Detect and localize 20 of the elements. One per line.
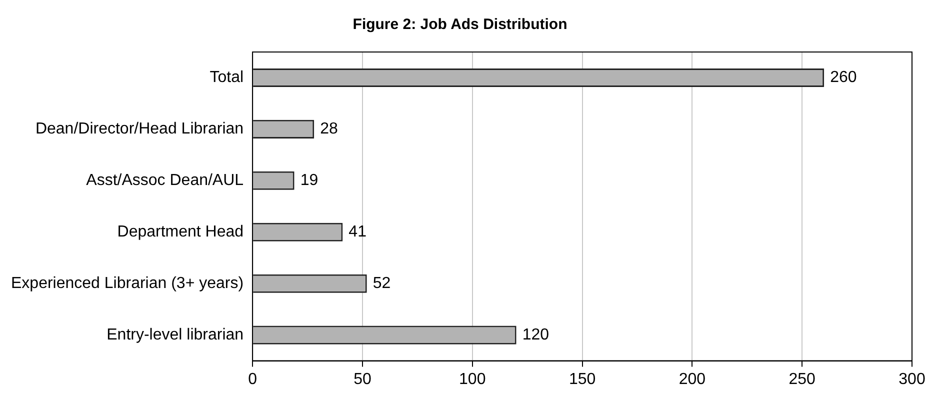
data-label: 19 — [300, 172, 318, 190]
chart-title: Figure 2: Job Ads Distribution — [352, 16, 568, 34]
x-tick-label: 250 — [788, 370, 816, 388]
y-tick-label: Experienced Librarian (3+ years) — [11, 275, 244, 292]
x-tick-label: 0 — [248, 370, 258, 388]
y-tick-label: Department Head — [117, 224, 244, 241]
y-tick-label: Asst/Assoc Dean/AUL — [86, 172, 244, 190]
x-tick-label: 200 — [678, 370, 706, 388]
x-tick-label: 300 — [898, 370, 926, 388]
y-tick-label: Entry-level librarian — [106, 326, 244, 344]
y-tick-label: Total — [210, 69, 244, 86]
data-label: 41 — [348, 224, 367, 241]
x-tick-label: 150 — [568, 370, 596, 388]
y-tick-label: Dean/Director/Head Librarian — [35, 120, 244, 138]
data-label: 260 — [830, 69, 857, 86]
data-label: 120 — [522, 326, 550, 344]
data-label: 28 — [320, 120, 338, 138]
x-tick-label: 100 — [459, 370, 486, 388]
x-tick-label: 50 — [354, 370, 372, 388]
data-label: 52 — [372, 275, 391, 292]
